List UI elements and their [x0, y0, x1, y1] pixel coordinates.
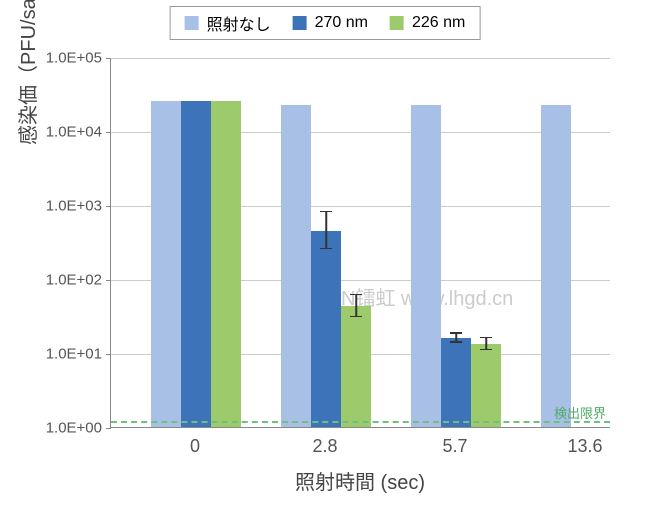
- y-tick-label: 1.0E+05: [16, 50, 102, 67]
- legend-item: 照射なし: [185, 11, 271, 35]
- legend-item: 226 nm: [390, 14, 465, 32]
- legend-swatch: [293, 16, 307, 30]
- bar-unirradiated: [281, 105, 311, 427]
- y-tick-label: 1.0E+02: [16, 272, 102, 289]
- gridline: [111, 58, 610, 59]
- bar-226nm: [471, 344, 501, 427]
- bar-unirradiated: [541, 105, 571, 427]
- x-tick-label: 13.6: [567, 436, 602, 457]
- y-tick-label: 1.0E+00: [16, 420, 102, 437]
- bar-226nm: [211, 101, 241, 427]
- bar-270nm: [311, 231, 341, 427]
- legend: 照射なし 270 nm 226 nm: [170, 6, 481, 40]
- bar-unirradiated: [411, 105, 441, 427]
- chart-container: 照射なし 270 nm 226 nm 感染価（PFU/sample） 照射時間 …: [0, 0, 650, 508]
- detection-limit-line: [111, 421, 610, 423]
- x-tick-label: 0: [190, 436, 200, 457]
- legend-swatch: [185, 16, 199, 30]
- bar-226nm: [341, 306, 371, 427]
- bar-270nm: [441, 338, 471, 427]
- legend-swatch: [390, 16, 404, 30]
- x-axis-label: 照射時間 (sec): [295, 466, 425, 495]
- plot-area: LEIHON镭虹 www.lhgd.cn 検出限界: [110, 58, 610, 428]
- bar-unirradiated: [151, 101, 181, 427]
- x-tick-label: 5.7: [442, 436, 467, 457]
- legend-item: 270 nm: [293, 14, 368, 32]
- legend-label: 照射なし: [207, 11, 271, 35]
- y-tick-label: 1.0E+04: [16, 124, 102, 141]
- x-tick-label: 2.8: [312, 436, 337, 457]
- y-tick-label: 1.0E+03: [16, 198, 102, 215]
- y-tick-label: 1.0E+01: [16, 346, 102, 363]
- legend-label: 226 nm: [412, 14, 465, 32]
- legend-label: 270 nm: [315, 14, 368, 32]
- bar-270nm: [181, 101, 211, 427]
- detection-limit-label: 検出限界: [554, 403, 606, 422]
